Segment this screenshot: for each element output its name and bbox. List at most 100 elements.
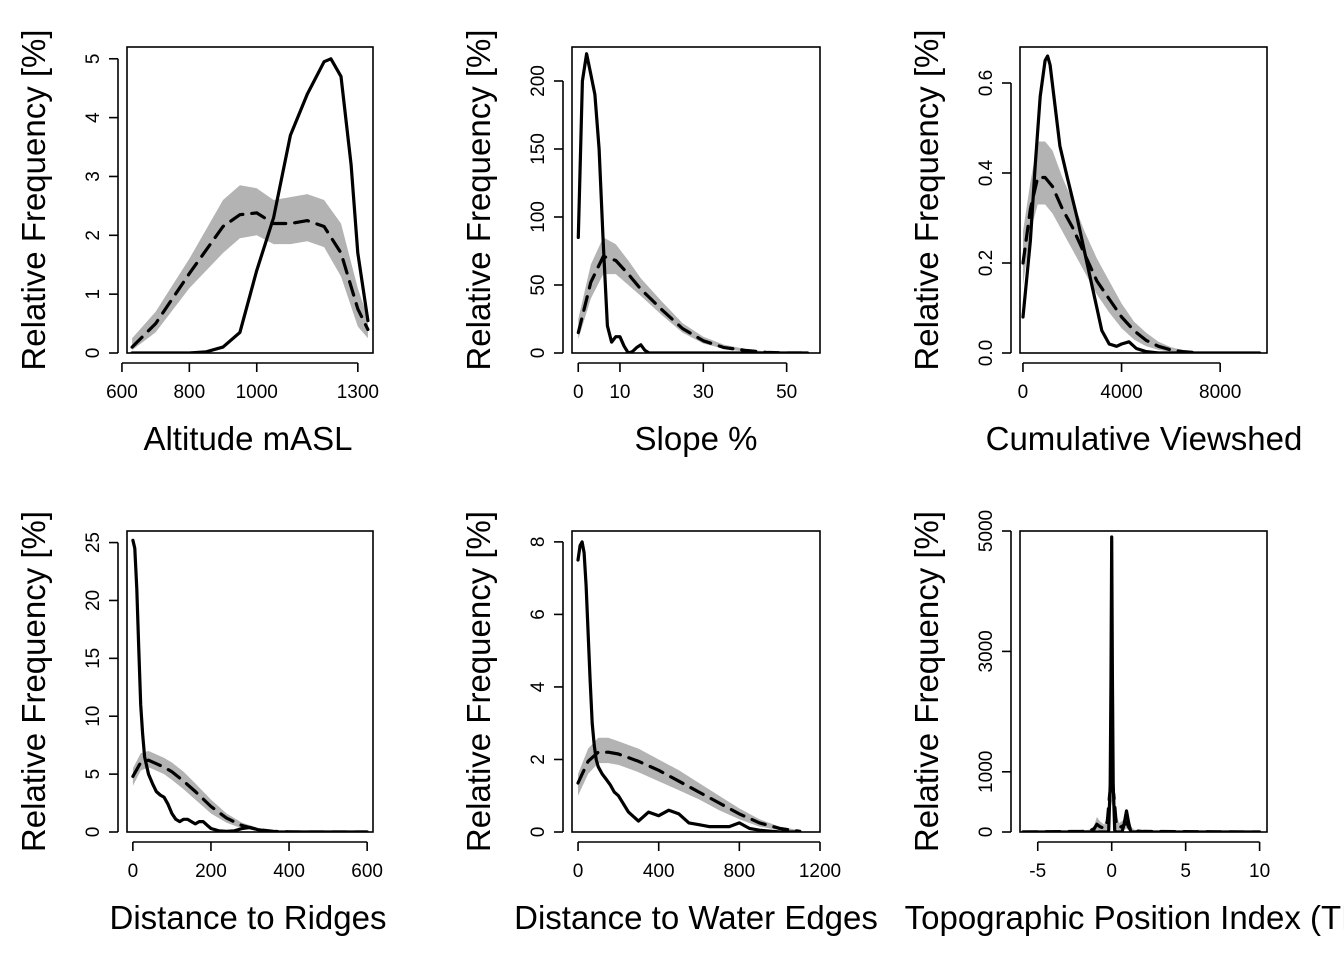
observed-density-line — [1021, 54, 1262, 353]
y-tick-label: 6 — [528, 609, 549, 620]
x-tick-label: 0 — [128, 861, 139, 882]
y-tick-label: 0.6 — [976, 70, 997, 96]
panel-viewshed: 0 4000 8000 0.0 0.2 0.4 0.6 Relative Frequency … — [908, 29, 1302, 457]
x-axis-title: Distance to Water Edges — [514, 899, 878, 936]
y-tick-label: 4 — [83, 112, 104, 123]
y-tick-label: 1000 — [976, 751, 997, 793]
plot-frame — [126, 530, 374, 833]
x-axis-title: Distance to Ridges — [110, 899, 387, 936]
y-tick-label: 4 — [528, 681, 549, 692]
panel-water-edges: 0 400 800 1200 0 2 4 6 8 Relative Frequency [%] Di… — [460, 511, 878, 936]
expected-density-line — [130, 211, 370, 349]
y-tick-label: 50 — [528, 274, 549, 295]
x-tick-label: 0 — [1018, 382, 1029, 403]
x-tick-label: 0 — [1106, 861, 1117, 882]
x-tick-label: 0 — [573, 382, 584, 403]
y-tick-label: 10 — [83, 706, 104, 727]
y-tick-label: 8 — [528, 537, 549, 548]
y-axis-title: Relative Frequency [%] — [908, 29, 945, 370]
x-tick-label: 600 — [106, 382, 138, 403]
y-tick-label: 0.0 — [976, 340, 997, 366]
y-axis-title: Relative Frequency [%] — [15, 29, 52, 370]
plot-data — [576, 52, 810, 353]
plot-data — [130, 57, 370, 353]
y-tick-label: 2 — [528, 754, 549, 765]
plot-frame — [126, 46, 374, 354]
y-tick-label: 200 — [528, 65, 549, 97]
plot-frame — [571, 530, 821, 833]
confidence-envelope — [578, 237, 808, 353]
plot-frame — [1019, 530, 1268, 833]
x-tick-label: 200 — [195, 861, 227, 882]
confidence-envelope — [132, 751, 368, 832]
x-tick-label: 1000 — [236, 382, 278, 403]
y-axis-title: Relative Frequency [%] — [908, 511, 945, 852]
x-tick-label: 10 — [1249, 861, 1270, 882]
plot-data — [1021, 54, 1262, 353]
y-tick-label: 0 — [83, 348, 104, 359]
y-axis-title: Relative Frequency [%] — [15, 511, 52, 852]
y-axis-title: Relative Frequency [%] — [460, 511, 497, 852]
plot-frame — [571, 46, 821, 354]
y-tick-label: 5 — [83, 769, 104, 780]
x-axis-title: Cumulative Viewshed — [986, 420, 1303, 457]
x-tick-label: 1300 — [337, 382, 379, 403]
confidence-envelope — [1023, 759, 1260, 832]
y-tick-label: 0 — [528, 827, 549, 838]
y-tick-label: 150 — [528, 133, 549, 165]
observed-density-line — [576, 52, 810, 353]
panel-altitude: 600 800 1000 1300 0 1 2 3 4 5 Relative Frequency [… — [15, 29, 379, 457]
panel-tpi: -5 0 5 10 0 1000 3000 5000 Relative Frequency [%… — [905, 510, 1344, 936]
y-axis-title: Relative Frequency [%] — [460, 29, 497, 370]
y-tick-label: 2 — [83, 230, 104, 241]
plot-frame — [1019, 46, 1268, 354]
y-tick-label: 25 — [83, 532, 104, 553]
plot-data — [576, 540, 802, 832]
confidence-envelope — [578, 737, 800, 832]
x-tick-label: 5 — [1180, 861, 1191, 882]
x-tick-label: 8000 — [1199, 382, 1241, 403]
y-tick-label: 1 — [83, 289, 104, 300]
y-tick-label: 20 — [83, 590, 104, 611]
expected-density-line — [1021, 175, 1198, 353]
confidence-envelope — [1023, 141, 1208, 353]
y-tick-label: 0.4 — [976, 159, 997, 186]
x-tick-label: 600 — [351, 861, 383, 882]
plot-data — [131, 538, 369, 832]
y-tick-label: 100 — [528, 201, 549, 233]
y-tick-label: 0 — [83, 827, 104, 838]
x-tick-label: 30 — [693, 382, 714, 403]
x-tick-label: 4000 — [1100, 382, 1142, 403]
x-tick-label: 50 — [776, 382, 797, 403]
confidence-envelope — [132, 185, 368, 351]
expected-density-line — [131, 758, 369, 832]
x-axis-title: Altitude mASL — [143, 420, 352, 457]
y-tick-label: 0.2 — [976, 250, 997, 276]
y-tick-label: 5000 — [976, 510, 997, 552]
y-tick-label: 3 — [83, 171, 104, 182]
x-tick-label: 800 — [173, 382, 205, 403]
y-tick-label: 3000 — [976, 630, 997, 672]
x-tick-label: 800 — [723, 861, 755, 882]
x-tick-label: 1200 — [799, 861, 841, 882]
panel-slope: 0 10 30 50 0 50 100 150 200 Relative Frequency [%… — [460, 29, 821, 457]
y-tick-label: 0 — [976, 827, 997, 838]
y-tick-label: 0 — [528, 348, 549, 359]
observed-density-line — [576, 540, 802, 832]
y-tick-label: 5 — [83, 53, 104, 64]
x-axis-title: Slope % — [635, 420, 758, 457]
x-tick-label: 400 — [643, 861, 675, 882]
expected-density-line — [576, 750, 802, 832]
y-tick-label: 15 — [83, 648, 104, 669]
x-tick-label: -5 — [1029, 861, 1046, 882]
x-tick-label: 0 — [573, 861, 584, 882]
observed-density-line — [1021, 535, 1262, 832]
plot-data — [1021, 535, 1262, 832]
x-axis-title: Topographic Position Index (TPI) — [905, 899, 1344, 936]
expected-density-line — [1021, 779, 1262, 832]
x-tick-label: 400 — [273, 861, 305, 882]
observed-density-line — [131, 538, 369, 832]
panel-ridges: 0 200 400 600 0 5 10 15 20 25 Relative Frequency [… — [15, 511, 386, 936]
x-tick-label: 10 — [609, 382, 630, 403]
